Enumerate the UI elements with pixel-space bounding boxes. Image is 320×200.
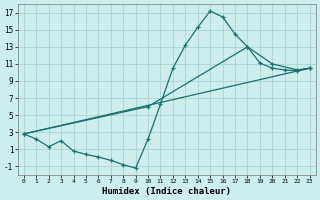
X-axis label: Humidex (Indice chaleur): Humidex (Indice chaleur) <box>102 187 231 196</box>
